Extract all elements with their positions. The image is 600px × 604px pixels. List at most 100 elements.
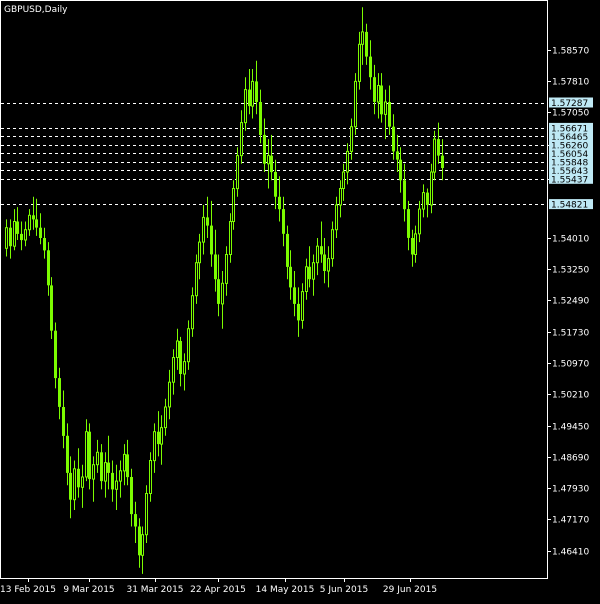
candle [373, 64, 376, 115]
candle [388, 85, 391, 135]
candle [85, 419, 88, 482]
candle-body-down [138, 526, 141, 556]
candle [422, 184, 425, 218]
level-label-text: 1.57287 [551, 99, 588, 109]
y-tick-label: 1.51730 [552, 329, 589, 339]
candle [323, 238, 326, 284]
candle [411, 229, 414, 267]
candle [217, 254, 220, 317]
y-tick-label: 1.50210 [552, 391, 589, 401]
candle [377, 73, 380, 119]
x-tick-label: 29 Jun 2015 [383, 585, 437, 595]
candle [176, 328, 179, 370]
candle [301, 283, 304, 329]
candle [69, 456, 72, 519]
candle [331, 221, 334, 267]
candle-body-up [13, 221, 16, 247]
level-label-box [549, 156, 593, 167]
candle [73, 460, 76, 510]
candle [380, 73, 383, 123]
candle-body-up [149, 460, 152, 494]
candle-body-down [403, 180, 406, 210]
candle [384, 89, 387, 140]
candle-body-down [62, 407, 65, 436]
candle-body-down [323, 254, 326, 271]
candle-body-up [236, 155, 239, 190]
candle-body-down [32, 215, 35, 220]
candle-body-down [396, 151, 399, 160]
level-lines [1, 103, 547, 205]
candle [54, 322, 57, 389]
candle-body-up [240, 122, 243, 157]
candle-body-down [107, 462, 110, 473]
candle-body-down [20, 233, 23, 241]
candle [172, 349, 175, 395]
candle [88, 423, 91, 490]
level-label-box [549, 122, 593, 133]
candle [342, 163, 345, 201]
candle-body-down [289, 266, 292, 288]
candle [149, 452, 152, 502]
candle-body-down [69, 472, 72, 500]
candle-body-down [100, 452, 103, 482]
level-labels: 1.57287 1.566711.564651.562601.560541.558… [549, 97, 593, 211]
candle-body-down [130, 477, 133, 515]
candle-body-up [85, 431, 88, 478]
candle-body-down [263, 134, 266, 164]
y-tick-label: 1.54010 [552, 235, 589, 245]
candle-body-up [350, 126, 353, 152]
candle [198, 233, 201, 280]
level-label-box [549, 97, 593, 108]
candle [115, 464, 118, 510]
candle-body-down [437, 139, 440, 156]
candle-body-down [380, 85, 383, 115]
candle [346, 143, 349, 185]
candle [399, 147, 402, 193]
candle-body-down [16, 221, 19, 234]
candle [441, 139, 444, 181]
level-label-text: 1.55848 [551, 158, 588, 168]
candle [160, 415, 163, 465]
candle [278, 176, 281, 222]
candle [430, 163, 433, 214]
candle [354, 73, 357, 135]
candle-body-up [153, 431, 156, 462]
candle-body-up [342, 171, 345, 189]
candle [339, 180, 342, 218]
candle-body-up [168, 381, 171, 408]
candle [214, 229, 217, 292]
candle-body-up [119, 470, 122, 482]
candle [403, 163, 406, 222]
candle [240, 110, 243, 164]
candle [392, 114, 395, 160]
candle [361, 7, 364, 65]
candle [141, 526, 144, 574]
candle-body-down [259, 102, 262, 135]
candle [282, 196, 285, 247]
candle-body-down [297, 303, 300, 321]
x-tick-label: 14 May 2015 [256, 585, 315, 595]
candle-body-down [58, 378, 61, 407]
candle-body-up [73, 468, 76, 501]
candle [111, 460, 114, 502]
candle-body-down [66, 435, 69, 473]
candle [414, 225, 417, 263]
candle-body-up [232, 188, 235, 222]
candle [418, 200, 421, 243]
candle [312, 254, 315, 296]
chart-title: GBPUSD,Daily [4, 5, 68, 15]
candle [248, 69, 251, 115]
candle-body-down [282, 209, 285, 234]
candle-body-down [426, 192, 429, 205]
candle [396, 134, 399, 172]
level-value-label: 1.55643 [549, 165, 593, 177]
candle [119, 460, 122, 498]
candle [39, 213, 42, 245]
candle [96, 439, 99, 473]
candle [263, 118, 266, 172]
candle-body-up [229, 221, 232, 255]
candle [308, 246, 311, 288]
candle-body-down [308, 266, 311, 280]
